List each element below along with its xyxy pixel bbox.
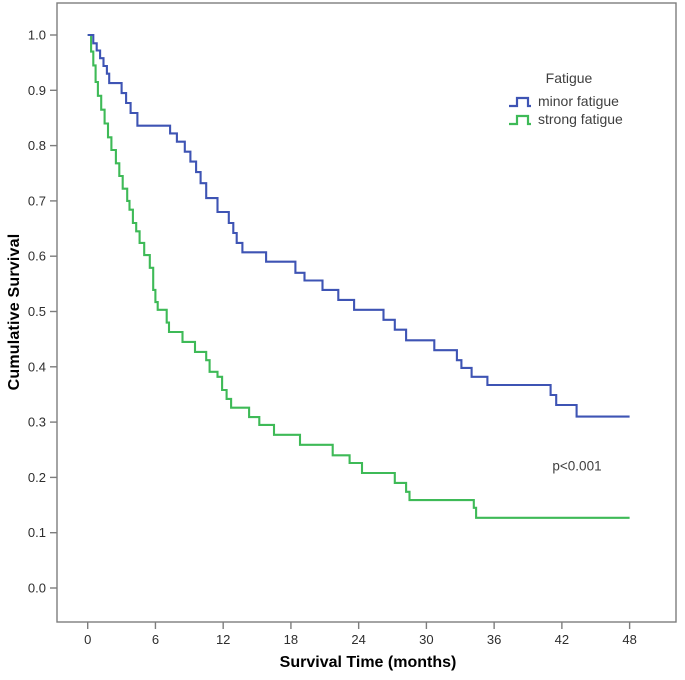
y-tick-label: 0.3 [28,415,46,430]
x-tick-label: 48 [622,632,636,647]
legend-label: minor fatigue [538,93,619,109]
legend: Fatigue minor fatigue strong fatigue [508,70,658,128]
y-tick-label: 0.0 [28,581,46,596]
plot-frame [56,2,677,623]
x-tick-label: 42 [555,632,569,647]
y-tick-label: 0.1 [28,525,46,540]
x-tick-label: 30 [419,632,433,647]
y-tick-label: 0.4 [28,359,46,374]
y-tick-label: 0.6 [28,249,46,264]
legend-entry-minor-fatigue: minor fatigue [508,92,658,110]
y-tick-label: 1.0 [28,28,46,43]
legend-title: Fatigue [545,70,593,86]
x-tick-label: 36 [487,632,501,647]
x-tick-label: 18 [284,632,298,647]
y-tick-label: 0.2 [28,470,46,485]
y-tick-label: 0.5 [28,304,46,319]
x-tick-label: 0 [84,632,91,647]
x-tick-label: 24 [351,632,365,647]
x-axis-title: Survival Time (months) [279,654,457,671]
y-tick-label: 0.8 [28,138,46,153]
step-line-marker-icon [509,96,531,107]
survival-curve-minor-fatigue [87,33,630,418]
legend-label: strong fatigue [538,111,623,127]
step-line-marker-icon [509,114,531,125]
y-axis-title: Cumulative Survival [6,233,23,391]
y-tick-label: 0.7 [28,193,46,208]
x-tick-label: 6 [152,632,159,647]
p-value-annotation: p<0.001 [552,458,602,474]
legend-entry-strong-fatigue: strong fatigue [508,110,658,128]
y-tick-label: 0.9 [28,83,46,98]
survival-curve-strong-fatigue [87,33,630,519]
x-tick-label: 12 [216,632,230,647]
